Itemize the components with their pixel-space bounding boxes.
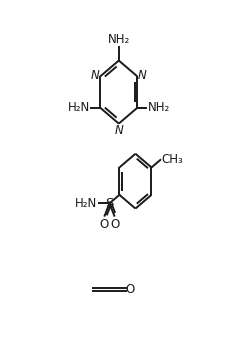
Text: NH₂: NH₂: [108, 33, 130, 46]
Text: H₂N: H₂N: [75, 197, 97, 210]
Text: O: O: [111, 219, 120, 231]
Text: S: S: [105, 197, 114, 210]
Text: N: N: [91, 69, 99, 82]
Text: H₂N: H₂N: [68, 101, 90, 114]
Text: N: N: [114, 124, 123, 137]
Text: O: O: [99, 219, 108, 231]
Text: CH₃: CH₃: [161, 153, 183, 166]
Text: N: N: [138, 69, 147, 82]
Text: O: O: [126, 283, 135, 296]
Text: NH₂: NH₂: [147, 101, 170, 114]
